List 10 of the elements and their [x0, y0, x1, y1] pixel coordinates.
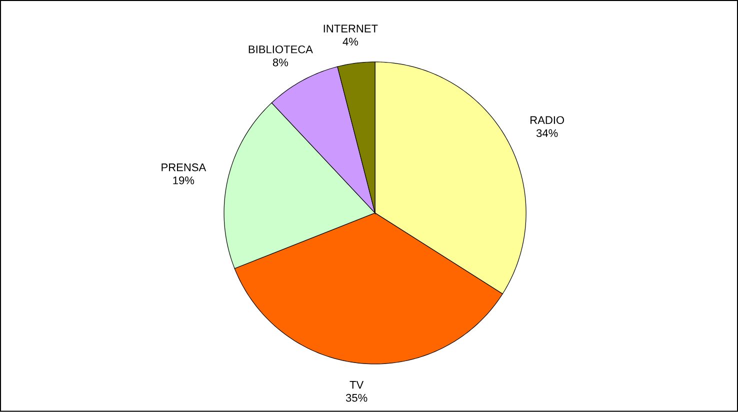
data-label: 19%	[173, 176, 194, 184]
slice-label: PRENSA	[162, 164, 206, 172]
slice-label: INTERNET	[324, 24, 378, 32]
slice-label: BIBLIOTECA	[248, 46, 313, 54]
data-label: 34%	[536, 129, 558, 138]
slice-label: TV	[350, 381, 364, 389]
data-label: 8%	[272, 58, 288, 66]
slice-label: RADIO	[530, 116, 564, 124]
data-label: 4%	[342, 38, 358, 46]
data-label: 35%	[346, 394, 368, 402]
